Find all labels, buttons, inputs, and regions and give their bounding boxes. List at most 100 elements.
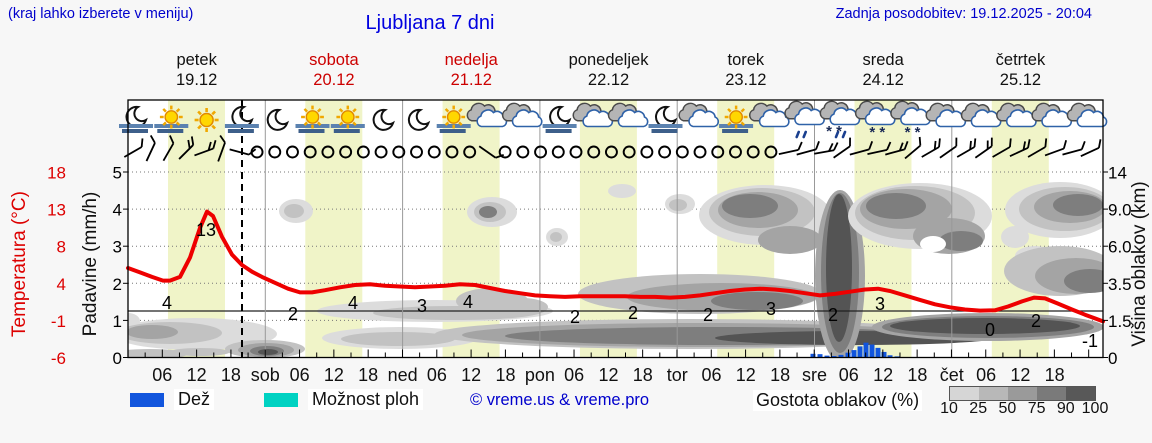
sun-ray — [444, 108, 450, 113]
cloud-blob — [128, 325, 178, 339]
moon-icon — [266, 108, 290, 131]
time-day-abbrev: tor — [667, 365, 688, 385]
temperature-value-label: 3 — [417, 296, 427, 316]
day-date: 24.12 — [862, 71, 904, 89]
cloud-blob — [758, 226, 822, 254]
rain-bar — [863, 342, 869, 358]
wind-barb — [1044, 140, 1068, 157]
temperature-value-label: 3 — [875, 294, 885, 314]
barb-staff — [162, 142, 175, 162]
cloud-blob — [890, 318, 1080, 334]
weather-icon-cloud — [678, 102, 720, 128]
barb-tick — [815, 141, 820, 150]
sun-ray — [740, 121, 746, 126]
time-hour-label: 18 — [221, 365, 241, 385]
copyright-link[interactable]: © vreme.us & vreme.pro — [470, 391, 650, 409]
sun-ray — [197, 124, 202, 130]
cloud-scale-value: 100 — [1081, 400, 1109, 417]
wind-barb — [1080, 139, 1102, 158]
barb-staff — [123, 146, 143, 158]
weather-icon-cloud — [996, 102, 1037, 128]
weather-icon-sun-fog — [295, 105, 330, 133]
cloud-blob — [284, 204, 304, 218]
time-day-abbrev: pon — [525, 365, 555, 385]
sun-ray — [303, 121, 308, 126]
sun-ray — [727, 108, 732, 113]
cloud-scale-value: 50 — [998, 400, 1017, 417]
calm-wind-circle — [516, 145, 530, 159]
barb-tick — [849, 137, 851, 147]
barb-tick — [169, 135, 175, 144]
calm-wind-circle — [675, 145, 689, 159]
day-date: 25.12 — [999, 71, 1042, 89]
day-header-sobota: sobota 20.12 — [265, 50, 402, 94]
snow-mark: * * — [869, 124, 885, 141]
barb-tick — [1098, 139, 1102, 148]
cloud-blob — [826, 194, 852, 342]
sun-icon — [724, 105, 748, 129]
rain-bar — [881, 351, 887, 358]
barb-staff — [478, 145, 497, 159]
calm-wind-circle — [551, 145, 565, 159]
day-header-torek: torek 23.12 — [677, 50, 814, 94]
sun-ray — [352, 108, 357, 113]
calm-wind-circle — [587, 145, 601, 159]
barb-staff — [939, 145, 957, 159]
temperature-value-label: 4 — [348, 293, 358, 313]
barb-tick — [868, 141, 874, 150]
sun-icon — [194, 108, 219, 132]
barb-staff — [1044, 147, 1065, 157]
time-hour-label: 18 — [907, 365, 927, 385]
temperature-value-label: 0 — [985, 320, 995, 340]
cloud-density-scale — [949, 386, 1096, 401]
barb-staff — [974, 145, 993, 159]
time-hour-label: 06 — [701, 365, 721, 385]
barb-tick — [797, 141, 803, 151]
barb-staff — [956, 146, 975, 158]
calm-wind-circle — [746, 145, 760, 159]
weather-icon-cloud — [925, 102, 967, 128]
rain-bar — [831, 356, 837, 358]
wind-barb — [162, 135, 175, 162]
day-name: torek — [727, 51, 765, 69]
calm-wind-circle — [410, 145, 423, 159]
rain-bar — [838, 354, 844, 358]
sun-ray — [740, 108, 746, 113]
cloud-height-tick-label: 3.5 — [1108, 275, 1132, 294]
temperature-value-label: 2 — [628, 303, 638, 323]
weather-icon-cloud — [960, 102, 1002, 128]
weather-icon-moon — [266, 108, 290, 131]
sun-disc — [729, 110, 743, 124]
shower-swatch — [264, 392, 298, 407]
barb-tick — [833, 142, 839, 151]
wind-barb — [778, 141, 803, 155]
sun-ray — [458, 121, 463, 126]
barb-tick — [918, 136, 922, 146]
time-day-abbrev: sob — [251, 365, 280, 385]
barb-tick — [973, 138, 977, 148]
barb-staff — [1062, 148, 1083, 156]
temperature-value-label: 2 — [828, 305, 838, 325]
calm-wind-circle — [498, 145, 512, 159]
wind-barb — [992, 138, 1012, 158]
wind-barb — [217, 135, 226, 162]
day-date: 23.12 — [725, 71, 767, 89]
rain-bar — [851, 350, 857, 358]
sun-ray — [317, 108, 322, 113]
sun-ray — [162, 121, 167, 126]
rain-mark — [795, 130, 801, 139]
time-hour-label: 12 — [461, 365, 481, 385]
barb-staff — [867, 149, 888, 155]
weather-icon-cloud — [1066, 102, 1108, 128]
barb-tick — [1027, 139, 1031, 148]
sun-ray — [175, 108, 181, 113]
precip-tick-label: 3 — [113, 238, 122, 257]
sun-disc — [164, 110, 179, 124]
weather-icon-moon-fog — [648, 105, 683, 133]
rain-mark — [841, 130, 847, 139]
cloud-blob — [866, 193, 926, 219]
rain-bar — [845, 352, 851, 358]
calm-wind-circle — [445, 145, 459, 159]
barb-tick — [986, 140, 989, 150]
sun-icon — [336, 105, 360, 129]
